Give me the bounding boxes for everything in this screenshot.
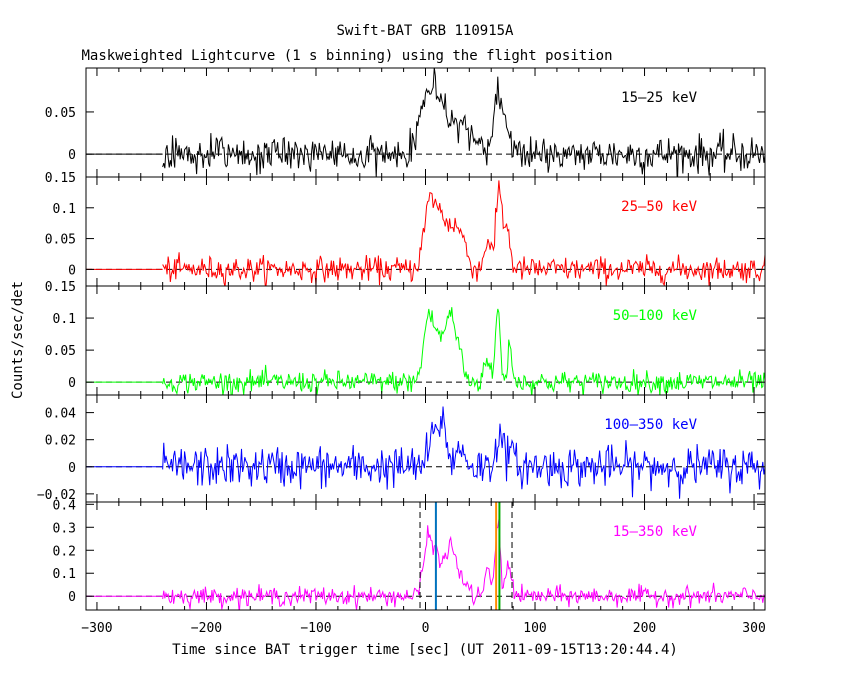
band-label: 50–100 keV	[613, 308, 698, 324]
y-tick-label: 0	[68, 263, 76, 278]
y-tick-label: 0	[68, 376, 76, 391]
x-tick-label: −200	[191, 621, 222, 636]
y-tick-label: 0.1	[53, 567, 76, 582]
band-label: 25–50 keV	[621, 199, 697, 215]
panel-50-100-kev: 0 0.05 0.1 0.15 50–100 keV	[45, 280, 766, 396]
chart-subtitle: Maskweighted Lightcurve (1 s binning) us…	[81, 48, 612, 64]
y-tick-label: 0.04	[45, 407, 76, 422]
x-tick-label: 300	[742, 621, 765, 636]
y-tick-label: −0.02	[37, 488, 76, 503]
band-label: 100–350 keV	[604, 417, 697, 433]
y-tick-label: 0	[68, 461, 76, 476]
y-tick-label: 0.05	[45, 233, 76, 248]
y-tick-label: 0.2	[53, 544, 76, 559]
y-tick-label: 0.3	[53, 521, 76, 536]
x-axis-label: Time since BAT trigger time [sec] (UT 20…	[172, 642, 678, 658]
panel-25-50-kev: 0 0.05 0.1 0.15 25–50 keV	[45, 171, 766, 287]
y-tick-label: 0.4	[53, 498, 77, 513]
y-tick-label: 0	[68, 590, 76, 605]
panel-frame	[85, 501, 766, 611]
lightcurve-series	[162, 519, 765, 610]
lightcurve-series	[162, 307, 765, 395]
y-tick-label: 0	[68, 148, 76, 163]
lightcurve-series	[162, 406, 765, 499]
y-tick-label: 0.1	[53, 312, 76, 327]
panel-15-350-kev: 0 0.1 0.2 0.3 0.4 15–350 keV	[53, 498, 766, 611]
panels-group: 0 0.05 15–25 keV 0 0.05 0.1 0.15 25–50 keV 0 0.05…	[37, 67, 766, 611]
lightcurve-series	[162, 68, 765, 177]
y-tick-label: 0.05	[45, 344, 76, 359]
band-label: 15–25 keV	[621, 90, 697, 106]
lightcurve-series	[162, 180, 765, 286]
panel-100-350-kev: −0.02 0 0.02 0.04 100–350 keV	[37, 394, 766, 503]
y-axis-label: Counts/sec/det	[10, 281, 26, 399]
band-label: 15–350 keV	[613, 524, 698, 540]
y-tick-label: 0.15	[45, 280, 76, 295]
panel-15-25-kev: 0 0.05 15–25 keV	[45, 67, 766, 178]
y-tick-label: 0.15	[45, 171, 76, 186]
chart-title: Swift-BAT GRB 110915A	[336, 23, 514, 39]
y-tick-label: 0.1	[53, 202, 76, 217]
x-tick-label: 200	[633, 621, 656, 636]
y-tick-label: 0.05	[45, 106, 76, 121]
x-tick-label: −100	[300, 621, 331, 636]
y-tick-label: 0.02	[45, 434, 76, 449]
x-tick-label: −300	[81, 621, 112, 636]
x-tick-labels: −300 −200 −100 0 100 200 300	[81, 621, 765, 636]
x-tick-label: 100	[523, 621, 546, 636]
x-tick-label: 0	[422, 621, 430, 636]
